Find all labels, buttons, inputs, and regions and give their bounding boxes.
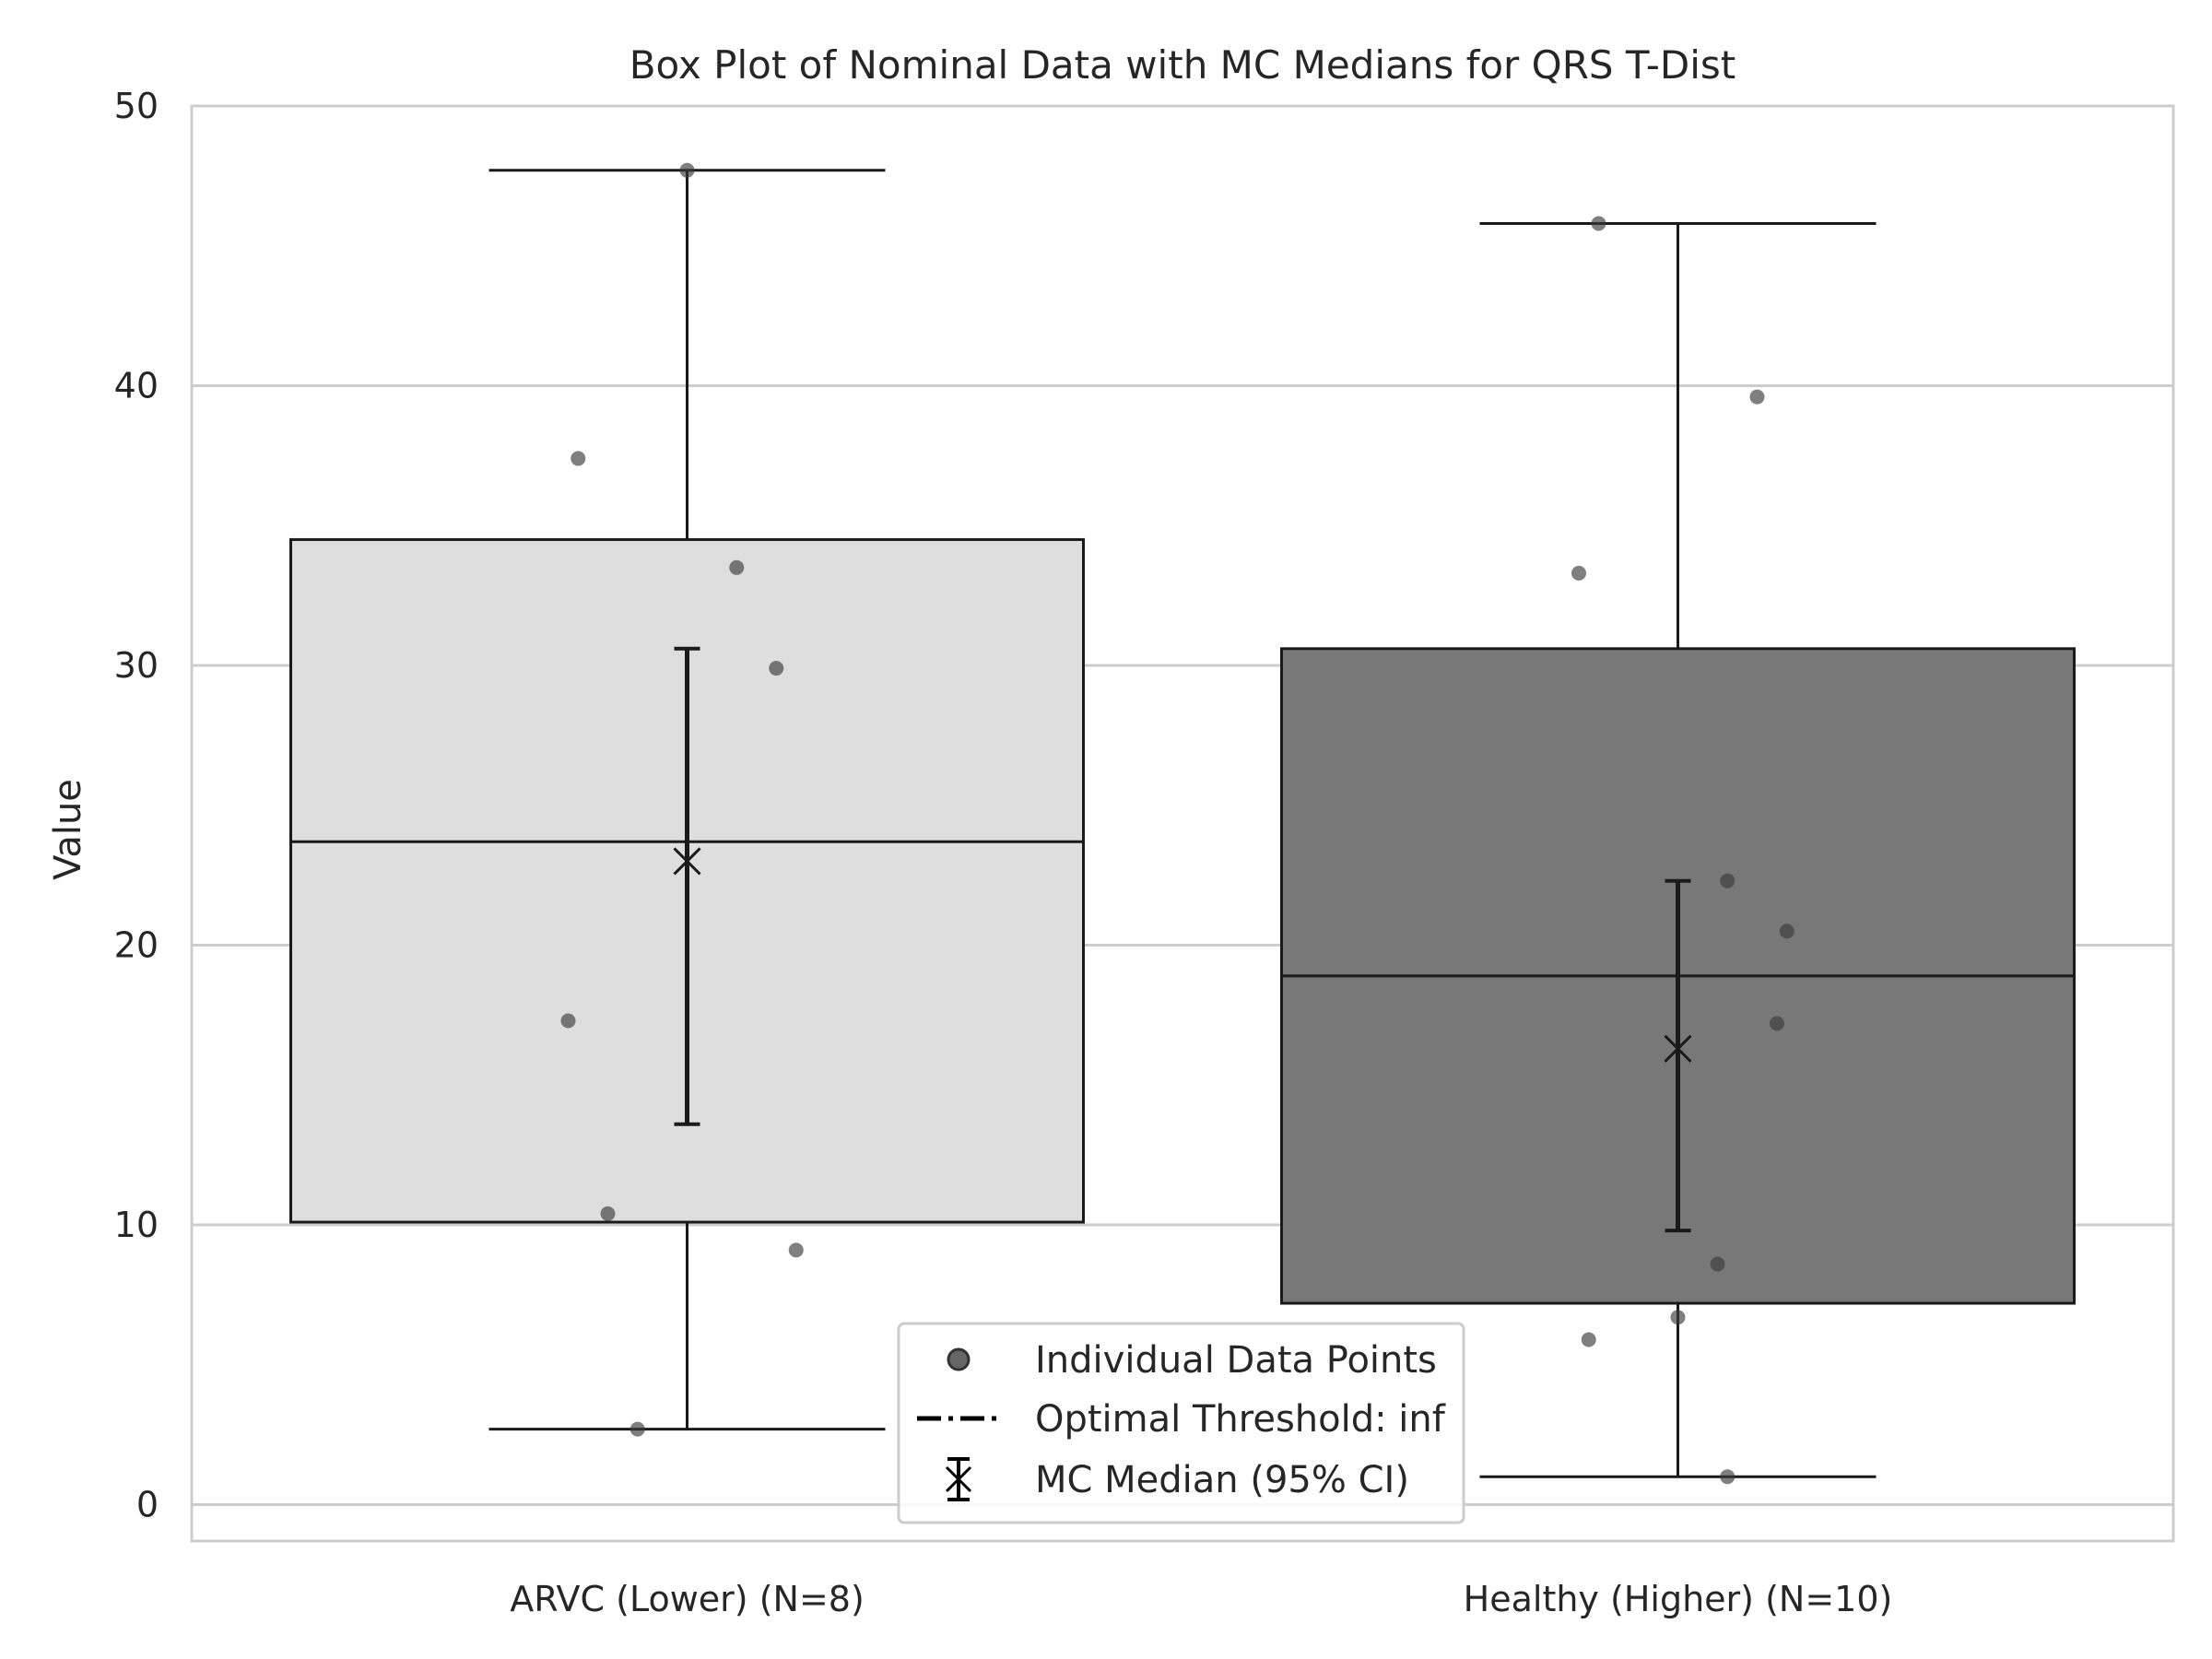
box-groups xyxy=(289,162,2076,1485)
chart-title: Box Plot of Nominal Data with MC Medians… xyxy=(629,42,1736,88)
legend-label-2: MC Median (95% CI) xyxy=(1035,1459,1409,1501)
mc-median-marker xyxy=(673,847,701,876)
y-axis-ticks: 0 10 20 30 40 50 xyxy=(114,86,159,1525)
data-point xyxy=(629,1421,645,1437)
data-point xyxy=(1720,1469,1735,1485)
data-point xyxy=(560,1013,576,1029)
y-tick-label-50: 50 xyxy=(114,86,159,126)
box-group-0 xyxy=(289,162,1085,1437)
data-point xyxy=(1571,565,1586,581)
data-point xyxy=(1670,1310,1686,1325)
y-tick-label-10: 10 xyxy=(114,1205,159,1245)
mc-median-marker xyxy=(1664,1034,1692,1063)
legend: Individual Data Points Optimal Threshold:… xyxy=(897,1322,1465,1524)
data-point xyxy=(679,162,695,178)
x-axis-ticks: ARVC (Lower) (N=8) Healthy (Higher) (N=10… xyxy=(510,1579,1892,1619)
data-point xyxy=(1710,1256,1725,1272)
legend-marker-points xyxy=(947,1347,971,1371)
y-tick-label-30: 30 xyxy=(114,645,159,686)
legend-box xyxy=(897,1322,1465,1524)
data-point xyxy=(1581,1332,1596,1347)
box-group-1 xyxy=(1280,216,2076,1485)
y-axis-label: Value xyxy=(47,779,89,880)
data-point xyxy=(1779,924,1794,939)
data-point xyxy=(1720,873,1735,888)
x-tick-label-1: Healthy (Higher) (N=10) xyxy=(1464,1579,1893,1619)
data-point xyxy=(769,661,784,677)
legend-marker-x xyxy=(945,1465,972,1493)
y-tick-label-20: 20 xyxy=(114,925,159,966)
data-point xyxy=(1591,216,1606,231)
data-point xyxy=(1770,1016,1784,1031)
legend-label-1: Optimal Threshold: inf xyxy=(1035,1398,1446,1441)
data-point xyxy=(600,1206,616,1221)
data-point xyxy=(1749,389,1765,405)
data-point xyxy=(729,559,745,575)
plot-frame xyxy=(190,104,2175,1543)
x-tick-label-0: ARVC (Lower) (N=8) xyxy=(510,1579,865,1619)
y-tick-label-0: 0 xyxy=(136,1485,159,1525)
data-point xyxy=(571,451,586,466)
legend-label-0: Individual Data Points xyxy=(1035,1339,1437,1382)
data-point xyxy=(788,1242,804,1258)
y-tick-label-40: 40 xyxy=(114,366,159,406)
